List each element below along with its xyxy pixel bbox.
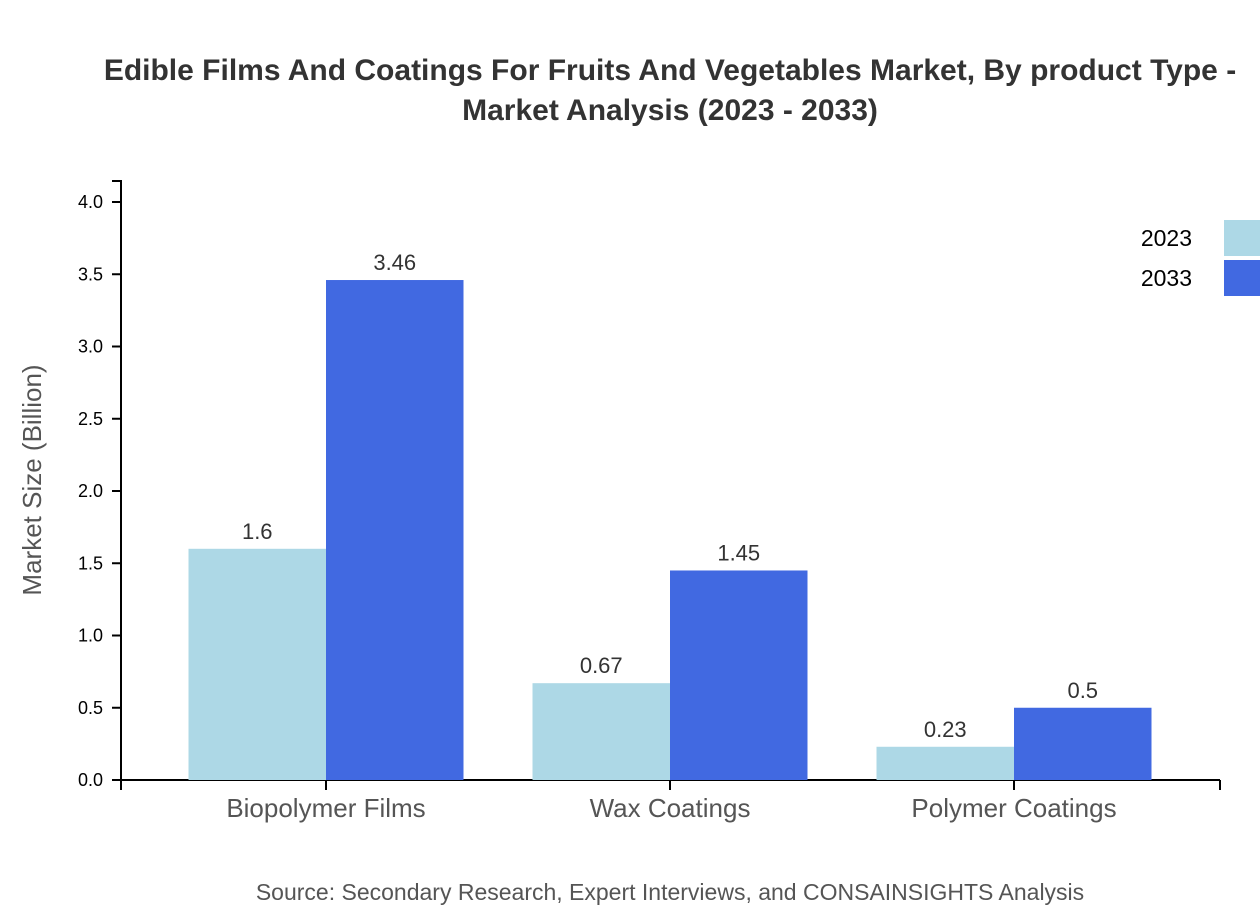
y-tick-label: 1.0 [78, 626, 103, 646]
y-tick-label: 3.0 [78, 337, 103, 357]
legend-swatch [1224, 220, 1260, 256]
source-note: Source: Secondary Research, Expert Inter… [256, 879, 1084, 905]
chart-title-line-2: Market Analysis (2023 - 2033) [462, 94, 878, 127]
legend-label: 2033 [1141, 265, 1192, 291]
y-axis-label: Market Size (Billion) [17, 364, 47, 595]
y-tick-label: 0.0 [78, 770, 103, 790]
chart-title-line-1: Edible Films And Coatings For Fruits And… [104, 54, 1236, 87]
data-label: 1.45 [717, 540, 760, 565]
y-tick-label: 1.5 [78, 553, 103, 573]
y-tick-label: 2.5 [78, 409, 103, 429]
data-label: 3.46 [373, 250, 416, 275]
data-label: 0.5 [1067, 678, 1098, 703]
data-label: 0.23 [924, 717, 967, 742]
y-tick-label: 0.5 [78, 698, 103, 718]
y-tick-label: 2.0 [78, 481, 103, 501]
x-tick-label: Polymer Coatings [911, 793, 1116, 823]
data-label: 0.67 [580, 653, 623, 678]
legend-swatch [1224, 260, 1260, 296]
legend-label: 2023 [1141, 225, 1192, 251]
x-tick-label: Biopolymer Films [226, 793, 425, 823]
bar-2033 [670, 570, 808, 780]
bar-2023 [876, 746, 1014, 780]
bar-2033 [1014, 707, 1152, 780]
bar-2023 [532, 683, 670, 780]
x-tick-label: Wax Coatings [590, 793, 751, 823]
bar-2023 [188, 548, 326, 780]
bar-2033 [326, 280, 464, 780]
y-tick-label: 3.5 [78, 264, 103, 284]
data-label: 1.6 [242, 519, 273, 544]
y-tick-label: 4.0 [78, 192, 103, 212]
